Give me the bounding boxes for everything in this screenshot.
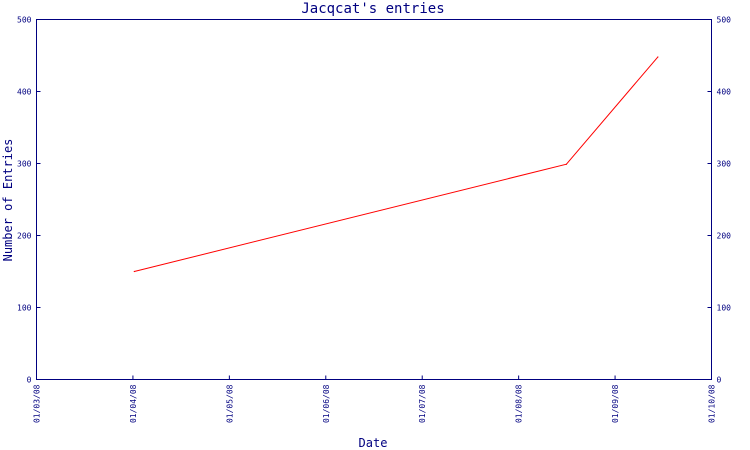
x-axis: 01/03/08 01/04/08 01/05/08 01/06/08 01/07/08… bbox=[33, 375, 717, 423]
y-tick-label-left: 0 bbox=[27, 376, 32, 385]
y-tick-label-right: 100 bbox=[717, 304, 732, 313]
plot-frame bbox=[36, 19, 712, 380]
y-tick-label-right: 500 bbox=[717, 16, 732, 25]
y-axis: 0 0 100 100 200 200 300 300 400 400 500 500 bbox=[17, 16, 731, 385]
x-tick-label: 01/10/08 bbox=[708, 384, 717, 423]
y-tick-label-left: 400 bbox=[17, 88, 32, 97]
series-line bbox=[134, 56, 659, 272]
data-point bbox=[133, 270, 135, 273]
y-tick-label-right: 400 bbox=[717, 88, 732, 97]
y-tick-label-right: 200 bbox=[717, 232, 732, 241]
x-tick-label: 01/08/08 bbox=[515, 384, 524, 423]
y-tick-label-left: 100 bbox=[17, 304, 32, 313]
y-tick-label-right: 300 bbox=[717, 160, 732, 169]
x-tick-label: 01/07/08 bbox=[418, 384, 427, 423]
x-tick-label: 01/03/08 bbox=[33, 384, 42, 423]
y-tick-label-left: 500 bbox=[17, 16, 32, 25]
data-point bbox=[565, 163, 568, 165]
data-point bbox=[657, 56, 659, 58]
x-tick-label: 01/04/08 bbox=[129, 384, 138, 423]
x-tick-label: 01/06/08 bbox=[322, 384, 331, 423]
x-tick-label: 01/09/08 bbox=[611, 384, 620, 423]
y-tick-label-right: 0 bbox=[717, 376, 722, 385]
x-axis-label: Date bbox=[359, 436, 388, 450]
y-tick-label-left: 300 bbox=[17, 160, 32, 169]
y-tick-label-left: 200 bbox=[17, 232, 32, 241]
x-tick-label: 01/05/08 bbox=[225, 384, 234, 423]
chart-title: Jacqcat's entries bbox=[301, 1, 444, 17]
series-group bbox=[133, 56, 659, 273]
y-axis-label: Number of Entries bbox=[1, 139, 15, 262]
